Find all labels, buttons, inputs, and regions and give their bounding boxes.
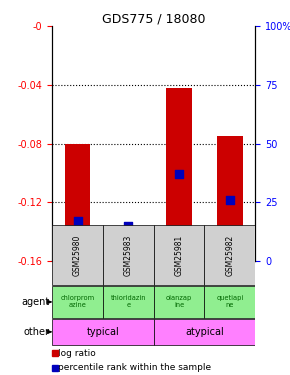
Text: olanzap
ine: olanzap ine xyxy=(166,296,192,309)
Text: typical: typical xyxy=(87,327,119,337)
Bar xyxy=(52,286,103,318)
Text: atypical: atypical xyxy=(185,327,224,337)
Bar xyxy=(217,136,242,261)
Text: agent: agent xyxy=(21,297,50,307)
Text: GSM25983: GSM25983 xyxy=(124,234,133,276)
Text: GSM25982: GSM25982 xyxy=(225,234,234,276)
Bar xyxy=(154,225,204,285)
Bar xyxy=(52,319,154,345)
Title: GDS775 / 18080: GDS775 / 18080 xyxy=(102,12,205,25)
Text: quetiapi
ne: quetiapi ne xyxy=(216,296,243,309)
Text: GSM25980: GSM25980 xyxy=(73,234,82,276)
Bar xyxy=(52,225,103,285)
Bar xyxy=(154,319,255,345)
Point xyxy=(177,171,182,177)
Text: other: other xyxy=(24,327,50,337)
Text: log ratio: log ratio xyxy=(58,349,96,358)
Text: chlorprom
azine: chlorprom azine xyxy=(61,296,95,309)
Text: thioridazin
e: thioridazin e xyxy=(110,296,146,309)
Bar xyxy=(65,144,90,261)
Point xyxy=(126,223,130,229)
Text: percentile rank within the sample: percentile rank within the sample xyxy=(58,363,211,372)
Text: GSM25981: GSM25981 xyxy=(175,234,184,276)
Point xyxy=(227,197,232,203)
Bar xyxy=(166,88,192,261)
Bar xyxy=(204,225,255,285)
Bar xyxy=(204,286,255,318)
Point xyxy=(75,218,80,224)
Bar xyxy=(154,286,204,318)
Bar xyxy=(116,258,141,261)
Bar xyxy=(103,286,154,318)
Bar xyxy=(103,225,154,285)
